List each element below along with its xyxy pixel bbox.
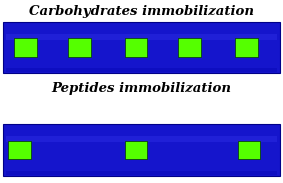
Bar <box>125 38 147 57</box>
Bar <box>8 141 31 159</box>
Bar <box>6 34 277 40</box>
Text: Peptides immobilization: Peptides immobilization <box>52 82 231 95</box>
Bar <box>6 171 277 175</box>
Bar <box>14 38 37 57</box>
Text: Carbohydrates immobilization: Carbohydrates immobilization <box>29 5 254 18</box>
Bar <box>125 141 147 159</box>
Bar <box>238 141 260 159</box>
Bar <box>6 68 277 72</box>
Bar <box>68 38 91 57</box>
Bar <box>3 22 280 73</box>
Bar <box>3 124 280 176</box>
Bar <box>235 38 258 57</box>
Bar <box>6 136 277 142</box>
Bar <box>178 38 201 57</box>
